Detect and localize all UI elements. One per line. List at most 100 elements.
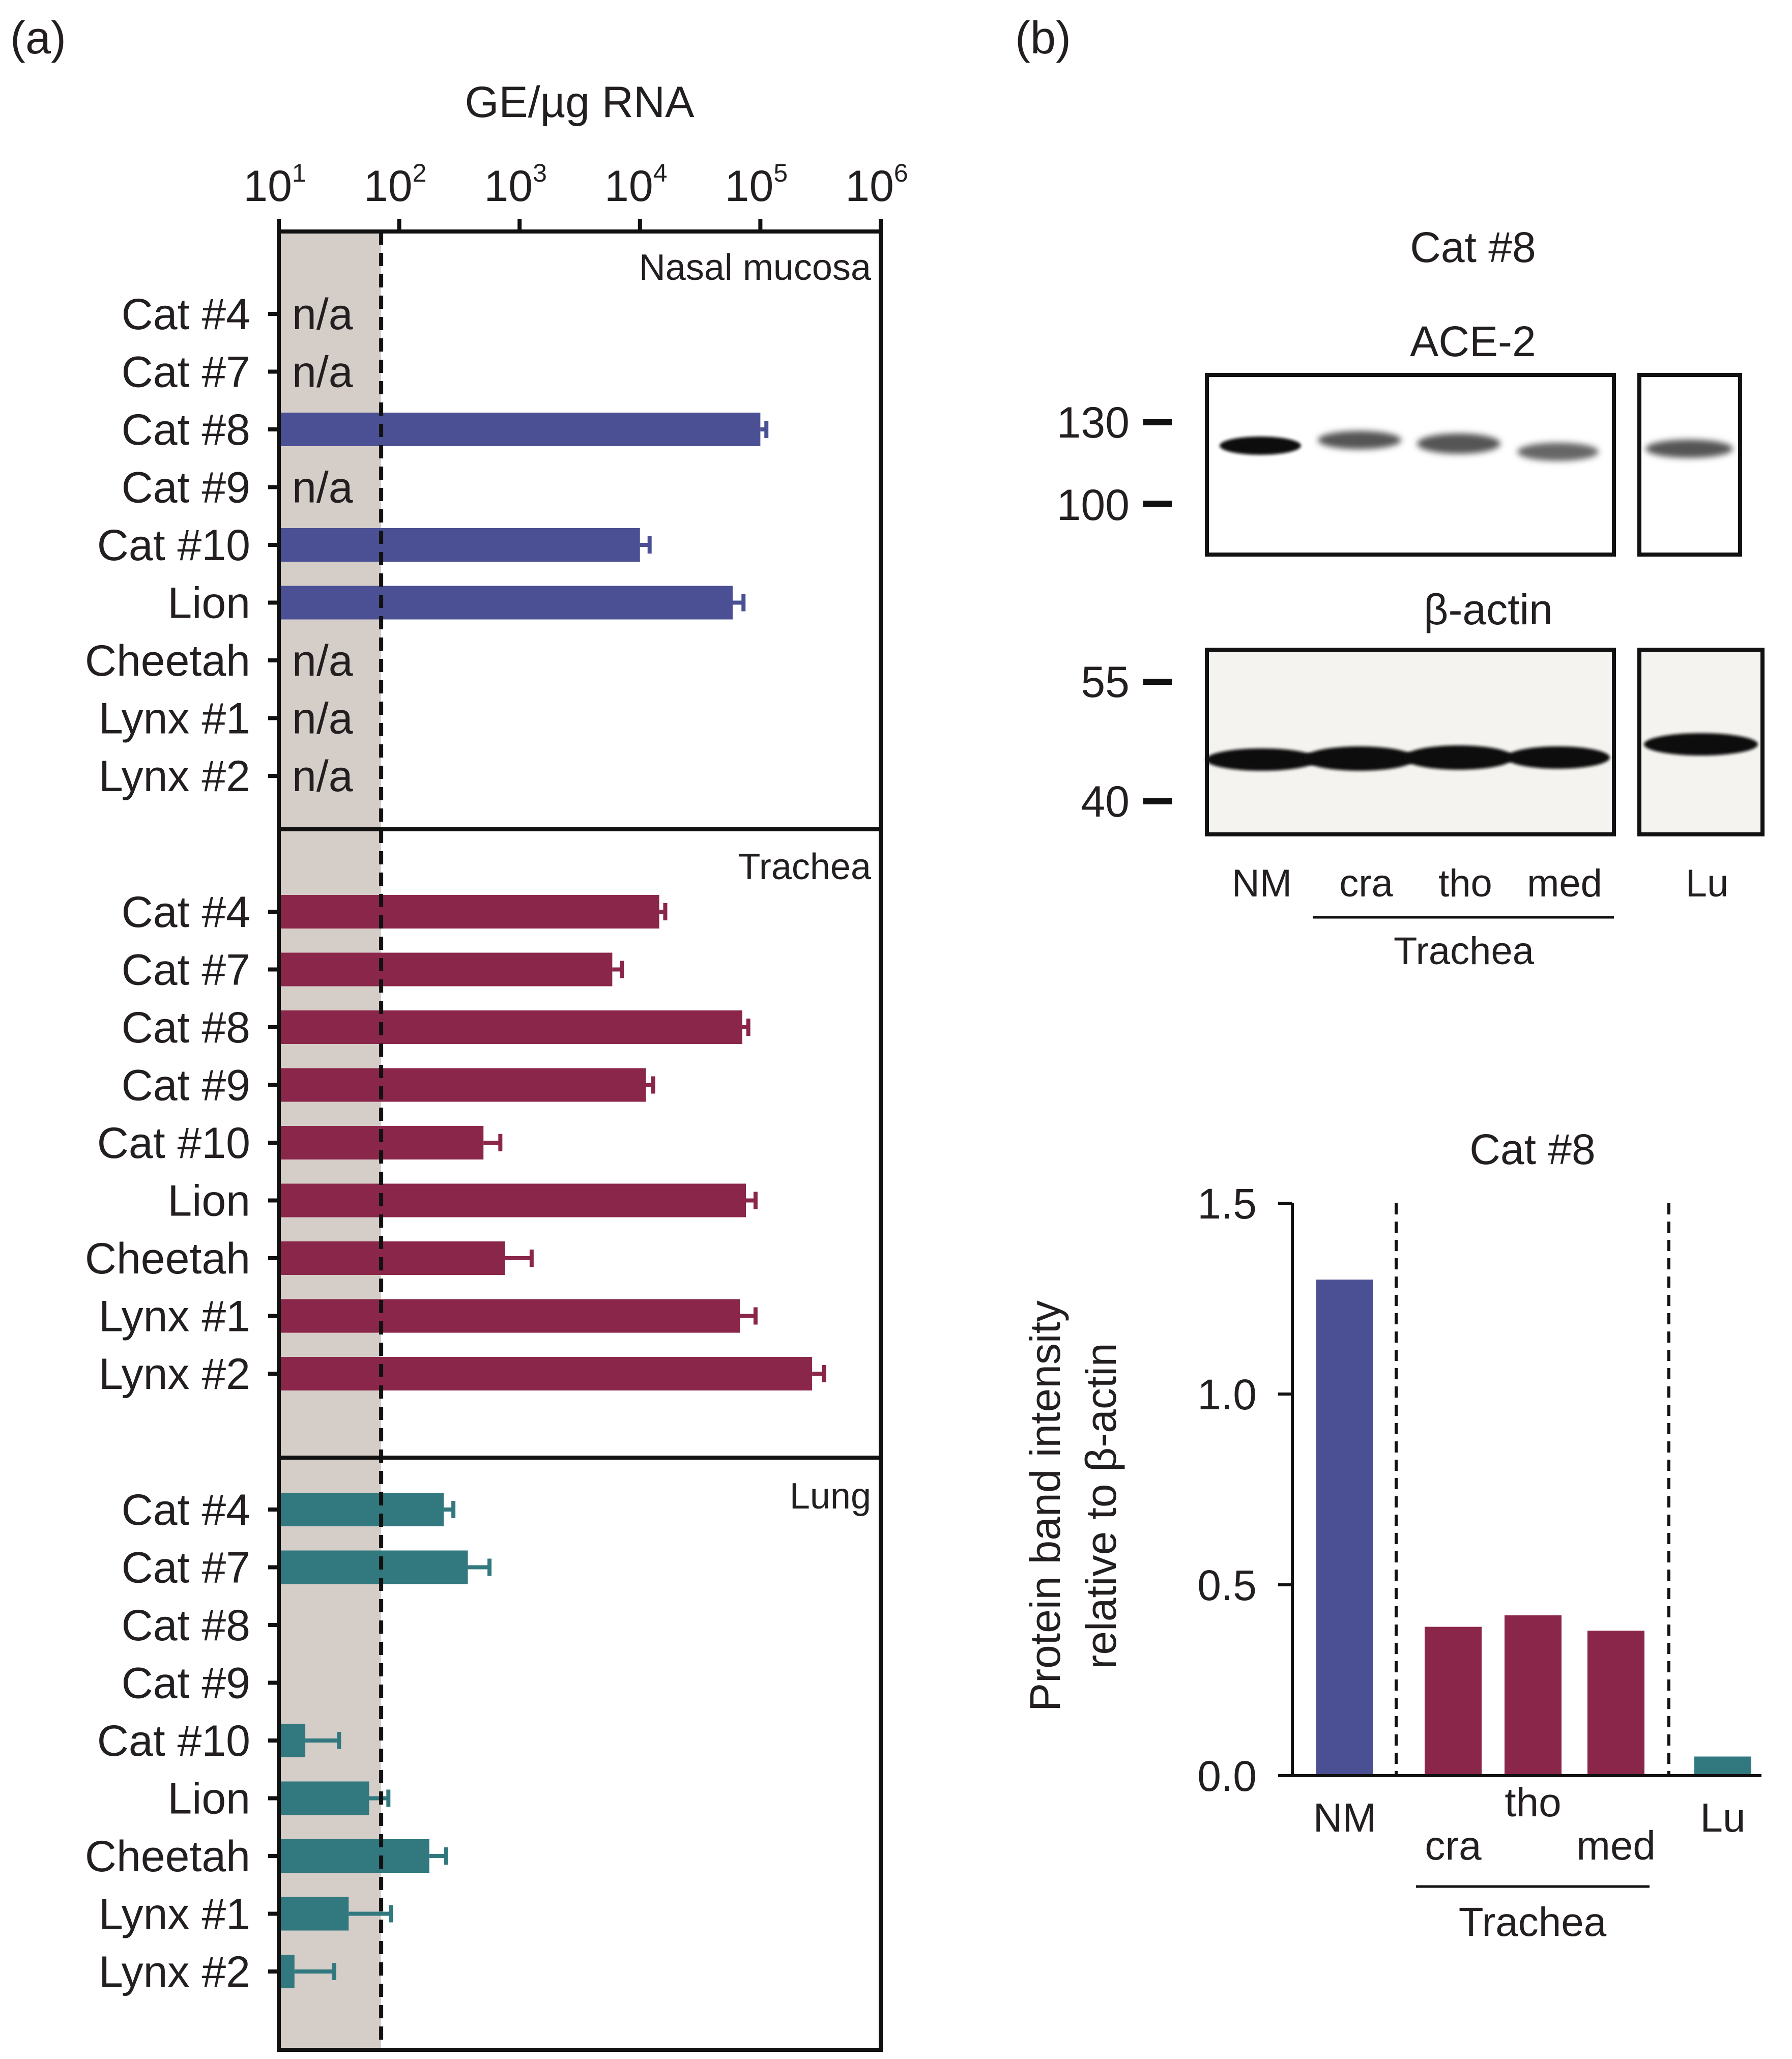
category-label: Lynx #1 [99, 1292, 250, 1341]
na-label: n/a [292, 752, 353, 801]
ace2-membrane-lung [1637, 373, 1742, 557]
na-label: n/a [292, 636, 353, 685]
section-title-nasal-mucosa: Nasal mucosa [639, 247, 872, 288]
category-label: Cheetah [85, 636, 250, 685]
category-label: Cat #8 [122, 405, 250, 454]
category-label: Cat #10 [97, 1717, 250, 1765]
lane-label-nm: NM [1232, 862, 1292, 905]
x-tick-label-4: 105 [725, 159, 788, 211]
bar-NM [1316, 1280, 1373, 1776]
category-label: Cat #10 [97, 1119, 250, 1168]
x-tick-label-0: 101 [243, 159, 306, 211]
y-axis-title-line1: Protein band intensity [1021, 1300, 1069, 1712]
x-tick-label-5: 106 [845, 159, 908, 211]
category-label: Lynx #2 [99, 1350, 250, 1399]
bar [279, 1839, 429, 1873]
ace2-membrane [1205, 373, 1616, 557]
x-label-cra: cra [1425, 1823, 1482, 1868]
bar [279, 1493, 444, 1526]
x-label-Lu: Lu [1700, 1795, 1746, 1840]
x-label-NM: NM [1313, 1795, 1376, 1840]
bar [279, 1183, 746, 1217]
panel-b-bar-chart: Cat #8 Protein band intensity relative t… [1021, 1125, 1761, 1945]
na-label: n/a [292, 463, 353, 512]
bar-cra [1425, 1627, 1482, 1776]
y-tick-label: 1.0 [1197, 1371, 1257, 1418]
bar-tho [1505, 1615, 1562, 1776]
ace2-label: ACE-2 [1410, 317, 1536, 365]
bar [279, 895, 659, 929]
bar [279, 1781, 369, 1815]
ace2-band-lu [1645, 440, 1733, 458]
bar-med [1587, 1631, 1644, 1776]
category-label: Cat #4 [122, 290, 250, 339]
bar [279, 1010, 742, 1044]
panel-a-bar-chart: GE/µg RNA 101 102 103 104 105 106 Nasal mucos… [85, 78, 908, 2052]
category-label: Cat #10 [97, 521, 250, 570]
bar [279, 413, 761, 446]
category-label: Cat #9 [122, 1061, 250, 1110]
bar [279, 952, 613, 987]
lane-label-cra: cra [1339, 862, 1393, 905]
actin-band-med [1506, 746, 1610, 769]
trachea-label-chart: Trachea [1459, 1899, 1607, 1945]
y-tick-label: 1.5 [1197, 1180, 1257, 1228]
bar [279, 1241, 505, 1275]
category-label: Cat #4 [122, 1486, 250, 1534]
bar [279, 1550, 468, 1584]
x-label-tho: tho [1505, 1780, 1561, 1825]
na-label: n/a [292, 348, 353, 397]
ace2-band-cra [1318, 431, 1401, 449]
category-label: Lynx #1 [99, 694, 250, 743]
actin-band-cra [1304, 746, 1415, 771]
panel-label-a: (a) [10, 13, 66, 64]
lane-label-tho: tho [1438, 862, 1492, 905]
category-label: Cat #7 [122, 946, 250, 995]
actin-label: β-actin [1424, 586, 1553, 633]
lane-label-lu: Lu [1686, 862, 1729, 905]
actin-band-nm [1206, 748, 1318, 771]
na-label: n/a [292, 694, 353, 743]
x-tick-label-1: 102 [364, 159, 426, 211]
ace2-band-nm [1220, 437, 1301, 455]
ace2-band-tho [1417, 433, 1500, 454]
category-label: Lion [167, 1177, 250, 1226]
x-axis-title: GE/µg RNA [465, 78, 695, 127]
x-tick-label-3: 104 [604, 159, 667, 211]
ace2-band-med [1517, 443, 1599, 461]
bar [279, 1299, 740, 1333]
actin-marker-55: 55 [1081, 658, 1130, 707]
category-label: Cat #9 [122, 463, 250, 512]
bar [279, 1897, 349, 1931]
y-tick-label: 0.0 [1197, 1752, 1257, 1800]
category-label: Cat #8 [122, 1003, 250, 1052]
bar [279, 1068, 646, 1102]
panel-label-b: (b) [1015, 13, 1071, 64]
ace2-marker-130: 130 [1057, 398, 1130, 447]
y-axis-title-line2: relative to β-actin [1077, 1343, 1125, 1669]
category-label: Cat #9 [122, 1659, 250, 1708]
category-label: Lynx #2 [99, 752, 250, 801]
category-label: Cat #7 [122, 1544, 250, 1592]
actin-band-tho [1404, 745, 1514, 770]
category-label: Lion [167, 1775, 250, 1823]
category-label: Cat #8 [122, 1601, 250, 1650]
ace2-marker-100: 100 [1057, 481, 1130, 530]
category-label: Cat #7 [122, 348, 250, 397]
na-label: n/a [292, 290, 353, 339]
category-label: Lynx #2 [99, 1948, 250, 1996]
category-label: Cheetah [85, 1234, 250, 1283]
bar [279, 1955, 295, 1988]
category-label: Cheetah [85, 1832, 250, 1881]
chart-b-title: Cat #8 [1469, 1125, 1596, 1173]
actin-membrane [1205, 648, 1616, 836]
bar [279, 586, 733, 620]
actin-marker-40: 40 [1081, 777, 1130, 826]
trachea-label-blot: Trachea [1394, 930, 1535, 973]
x-tick-label-2: 103 [484, 159, 546, 211]
western-blot: Cat #8 ACE-2 130 100 β-actin 55 40 NM cr… [1057, 223, 1765, 973]
section-title-trachea: Trachea [738, 847, 872, 887]
bar [279, 1724, 306, 1757]
y-tick-label: 0.5 [1197, 1561, 1257, 1609]
